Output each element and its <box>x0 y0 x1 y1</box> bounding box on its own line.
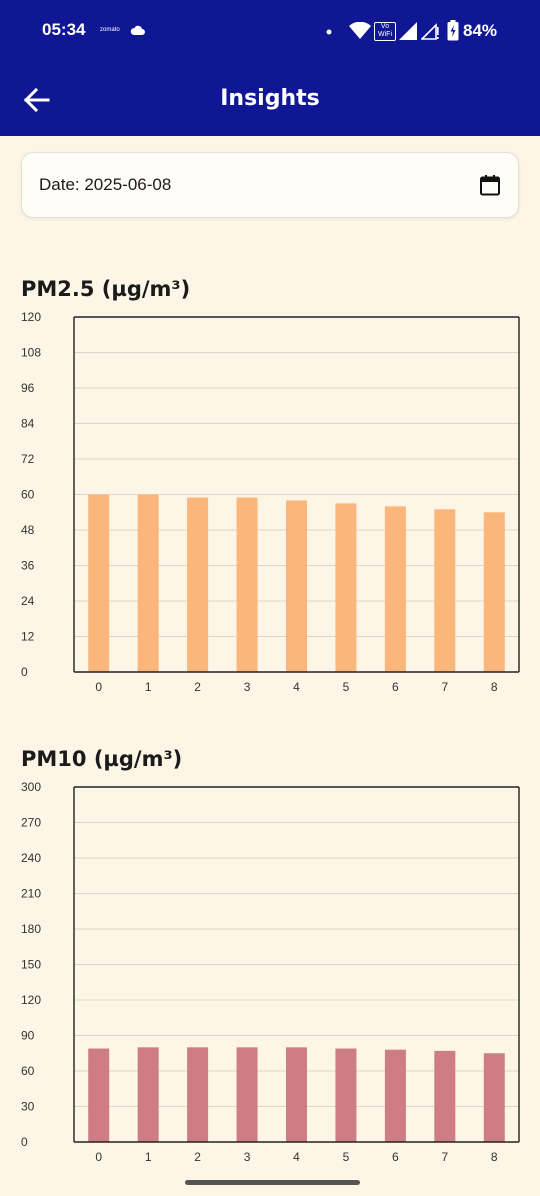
pm25-x-tick: 3 <box>244 680 251 694</box>
pm25-bar <box>286 500 307 672</box>
pm10-bar <box>236 1047 258 1142</box>
pm25-y-tick: 0 <box>21 665 28 679</box>
pm25-y-tick: 12 <box>21 630 35 644</box>
pm25-x-tick: 2 <box>194 680 201 694</box>
pm10-x-tick: 3 <box>244 1150 251 1164</box>
pm10-x-tick: 7 <box>441 1150 448 1164</box>
pm25-y-tick: 84 <box>21 417 35 431</box>
pm10-y-tick: 180 <box>21 922 41 936</box>
pm25-x-tick: 7 <box>441 680 448 694</box>
notification-text: zomato <box>100 27 120 33</box>
pm10-y-tick: 30 <box>21 1100 35 1114</box>
pm10-y-tick: 240 <box>21 851 41 865</box>
pm25-y-tick: 24 <box>21 594 35 608</box>
battery-icon <box>447 20 459 41</box>
pm25-y-tick: 96 <box>21 381 35 395</box>
pm25-x-tick: 4 <box>293 680 300 694</box>
pm25-bar <box>236 497 258 672</box>
pm25-x-tick: 5 <box>343 680 350 694</box>
pm10-x-tick: 2 <box>194 1150 201 1164</box>
pm10-bar <box>286 1047 307 1142</box>
pm25-y-tick: 72 <box>21 452 35 466</box>
vowifi-icon: Vo WiFi <box>374 22 396 41</box>
pm10-x-tick: 4 <box>293 1150 300 1164</box>
pm10-y-tick: 90 <box>21 1029 35 1043</box>
status-time: 05:34 <box>42 20 86 39</box>
pm10-chart: 0 30 60 90 120 150 180 210 240 270 300 0 1 2 3 4 5 6 7 8 <box>21 780 520 1164</box>
pm10-bar <box>483 1053 505 1142</box>
pm10-y-tick: 210 <box>21 887 41 901</box>
pm10-bar <box>88 1048 110 1142</box>
dot-icon <box>326 29 332 35</box>
calendar-icon[interactable] <box>478 173 502 197</box>
pm10-y-tick: 60 <box>21 1064 35 1078</box>
cloud-icon <box>130 25 145 35</box>
pm25-y-tick: 108 <box>21 346 41 360</box>
status-bar: 05:34 zomato Vo WiFi 84% <box>0 0 540 62</box>
signal-alert-icon <box>421 23 439 40</box>
pm25-y-tick: 120 <box>21 310 41 324</box>
pm10-x-tick: 0 <box>95 1150 102 1164</box>
vowifi-line1: Vo <box>380 23 390 30</box>
app-bar: Insights <box>0 62 540 136</box>
pm25-x-tick: 6 <box>392 680 399 694</box>
date-picker-field[interactable]: Date: 2025-06-08 <box>21 152 519 218</box>
pm25-y-tick: 36 <box>21 559 35 573</box>
pm10-x-tick: 6 <box>392 1150 399 1164</box>
pm10-bar <box>187 1047 209 1142</box>
pm10-bar <box>335 1048 357 1142</box>
pm25-x-tick: 8 <box>491 680 498 694</box>
pm10-y-tick: 150 <box>21 958 41 972</box>
pm25-x-tick: 1 <box>145 680 152 694</box>
pm10-x-tick: 8 <box>491 1150 498 1164</box>
wifi-icon <box>349 22 371 39</box>
pm10-bar <box>137 1047 159 1142</box>
pm25-y-tick: 60 <box>21 488 35 502</box>
pm25-chart-title: PM2.5 (µg/m³) <box>21 277 191 301</box>
pm25-x-tick: 0 <box>95 680 102 694</box>
pm25-bar <box>384 506 406 672</box>
pm10-bar <box>384 1049 406 1142</box>
vowifi-line2: WiFi <box>378 31 392 38</box>
pm25-bar <box>335 503 357 672</box>
pm10-y-tick: 120 <box>21 993 41 1007</box>
back-arrow-icon[interactable] <box>22 86 50 114</box>
battery-percent: 84% <box>463 21 498 40</box>
pm10-x-tick: 1 <box>145 1150 152 1164</box>
pm25-bar <box>434 509 456 672</box>
pm10-chart-title: PM10 (µg/m³) <box>21 747 183 771</box>
pm10-y-tick: 0 <box>21 1135 28 1149</box>
date-label: Date: 2025-06-08 <box>39 175 172 194</box>
pm10-bar <box>434 1050 456 1142</box>
page-title: Insights <box>220 86 320 111</box>
pm10-x-tick: 5 <box>343 1150 350 1164</box>
home-indicator[interactable] <box>185 1180 360 1185</box>
pm10-y-tick: 300 <box>21 780 41 794</box>
pm25-bar <box>88 494 110 672</box>
pm25-y-tick: 48 <box>21 523 35 537</box>
pm25-bar <box>187 497 209 672</box>
pm25-bar <box>483 512 505 672</box>
pm25-bar <box>137 494 159 672</box>
pm10-y-tick: 270 <box>21 816 41 830</box>
signal-icon <box>399 22 417 40</box>
